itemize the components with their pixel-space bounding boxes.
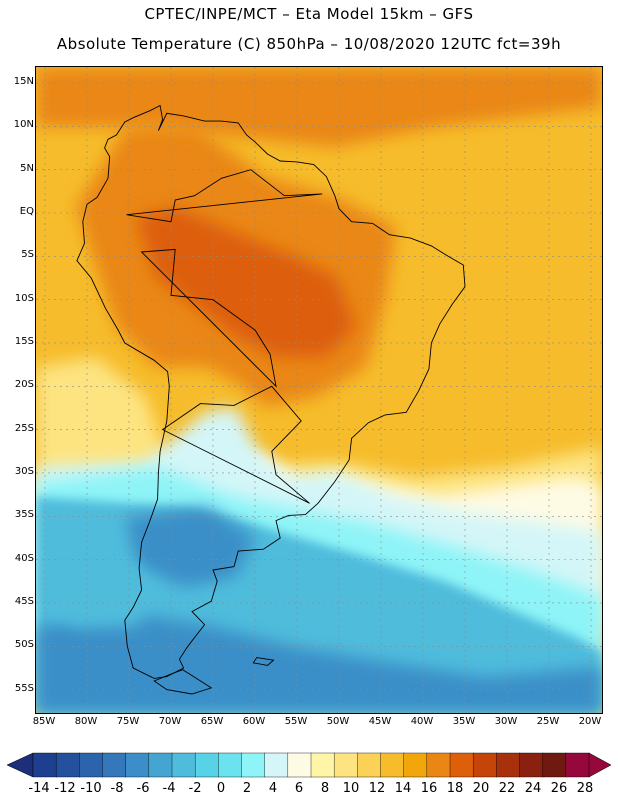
longitude-label: 35W bbox=[452, 716, 476, 727]
colorbar-label: 16 bbox=[420, 781, 438, 796]
latitude-label: 25S bbox=[14, 422, 34, 434]
colorbar-swatch bbox=[171, 752, 196, 778]
latitude-label: 15S bbox=[14, 335, 34, 347]
longitude-label: 65W bbox=[200, 716, 224, 727]
colorbar-label: -4 bbox=[162, 781, 176, 796]
longitude-label: 80W bbox=[74, 716, 98, 727]
border-line bbox=[126, 169, 323, 223]
colorbar-label: 6 bbox=[294, 781, 304, 796]
colorbar-swatch bbox=[287, 752, 312, 778]
colorbar-label: 14 bbox=[394, 781, 412, 796]
colorbar-label: -2 bbox=[188, 781, 202, 796]
colorbar-label: 28 bbox=[576, 781, 594, 796]
colorbar-label: -14 bbox=[28, 781, 50, 796]
colorbar-swatch bbox=[148, 752, 173, 778]
longitude-label: 30W bbox=[494, 716, 518, 727]
colorbar-swatch bbox=[519, 752, 544, 778]
colorbar-swatch bbox=[264, 752, 289, 778]
colorbar-label: -8 bbox=[110, 781, 124, 796]
map-title-line1: CPTEC/INPE/MCT – Eta Model 15km – GFS bbox=[144, 5, 474, 23]
colorbar-label: 22 bbox=[498, 781, 516, 796]
map-title-line2: Absolute Temperature (C) 850hPa – 10/08/… bbox=[56, 35, 562, 53]
colorbar-swatch bbox=[403, 752, 428, 778]
colorbar-swatch bbox=[542, 752, 567, 778]
latitude-label: 50S bbox=[14, 639, 34, 651]
longitude-label: 45W bbox=[368, 716, 392, 727]
latitude-label: 5S bbox=[21, 249, 34, 261]
latitude-label: 10S bbox=[14, 292, 34, 304]
colorbar-label: 24 bbox=[524, 781, 542, 796]
colorbar-swatch bbox=[472, 752, 498, 778]
temperature-band bbox=[126, 507, 256, 587]
longitude-label: 40W bbox=[410, 716, 434, 727]
temperature-band bbox=[36, 67, 602, 147]
temperature-band bbox=[46, 557, 156, 627]
colorbar-swatch bbox=[102, 752, 127, 778]
longitude-label: 20W bbox=[578, 716, 602, 727]
latitude-label: 5N bbox=[20, 162, 34, 174]
colorbar-label: -10 bbox=[80, 781, 102, 796]
colorbar-label: -6 bbox=[136, 781, 150, 796]
colorbar-label: 8 bbox=[320, 781, 330, 796]
border-line bbox=[161, 385, 310, 504]
map-canvas[interactable] bbox=[36, 67, 602, 713]
colorbar-label: 26 bbox=[550, 781, 568, 796]
colorbar-swatch bbox=[125, 752, 150, 778]
coastline bbox=[76, 104, 466, 695]
temperature-band bbox=[36, 612, 602, 713]
temperature-band bbox=[136, 207, 356, 357]
latitude-label: 10N bbox=[13, 119, 34, 131]
falklands-coast bbox=[252, 657, 275, 666]
colorbar-swatch bbox=[333, 752, 359, 778]
longitude-label: 85W bbox=[32, 716, 56, 727]
latitude-label: 15N bbox=[13, 76, 34, 87]
colorbar-label: 0 bbox=[216, 781, 226, 796]
colorbar bbox=[6, 752, 612, 778]
colorbar-swatch bbox=[79, 752, 104, 778]
colorbar-label: 12 bbox=[368, 781, 386, 796]
colorbar-swatch bbox=[380, 752, 405, 778]
colorbar-swatch bbox=[357, 752, 382, 778]
colorbar-swatch bbox=[218, 752, 243, 778]
colorbar-swatch bbox=[565, 752, 590, 778]
colorbar-over-arrow bbox=[588, 752, 612, 778]
latitude-label: 55S bbox=[14, 682, 34, 694]
colorbar-swatch bbox=[449, 752, 474, 778]
longitude-label: 25W bbox=[536, 716, 560, 727]
latitude-label: 20S bbox=[14, 379, 34, 391]
longitude-label: 60W bbox=[242, 716, 266, 727]
colorbar-swatch bbox=[310, 752, 335, 778]
south-america-coast bbox=[76, 104, 466, 679]
latitude-label: EQ bbox=[19, 205, 34, 217]
longitude-label: 50W bbox=[326, 716, 350, 727]
longitude-label: 70W bbox=[158, 716, 182, 727]
colorbar-swatch bbox=[496, 752, 521, 778]
border-line bbox=[140, 248, 277, 388]
colorbar-swatch bbox=[55, 752, 81, 778]
colorbar-label: 20 bbox=[472, 781, 490, 796]
longitude-label: 55W bbox=[284, 716, 308, 727]
colorbar-under-arrow bbox=[6, 752, 34, 778]
latitude-label: 30S bbox=[14, 465, 34, 477]
colorbar-label: 10 bbox=[342, 781, 360, 796]
colorbar-label: -12 bbox=[54, 781, 76, 796]
latitude-label: 40S bbox=[14, 552, 34, 564]
colorbar-label: 18 bbox=[446, 781, 464, 796]
longitude-label: 75W bbox=[116, 716, 140, 727]
colorbar-swatch bbox=[194, 752, 220, 778]
colorbar-label: 2 bbox=[242, 781, 252, 796]
latitude-label: 45S bbox=[14, 595, 34, 607]
colorbar-swatch bbox=[32, 752, 57, 778]
tierra-del-fuego-coast bbox=[153, 669, 213, 695]
temperature-map[interactable] bbox=[35, 66, 603, 714]
colorbar-label: 4 bbox=[268, 781, 278, 796]
latitude-label: 35S bbox=[14, 509, 34, 521]
colorbar-swatch bbox=[241, 752, 266, 778]
colorbar-swatch bbox=[426, 752, 451, 778]
